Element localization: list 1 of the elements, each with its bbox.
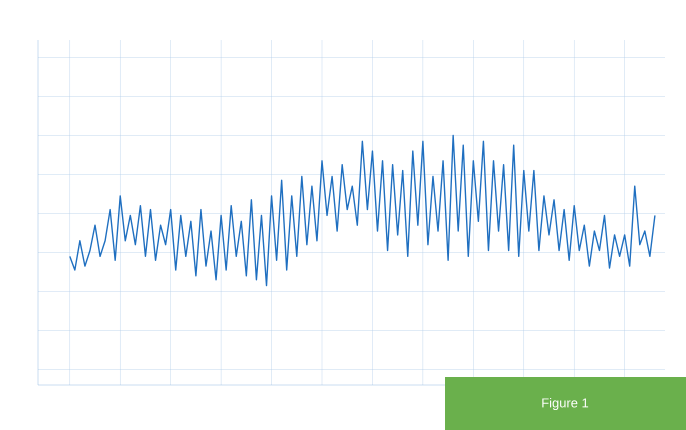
caption: Figure 1 — [542, 398, 588, 410]
